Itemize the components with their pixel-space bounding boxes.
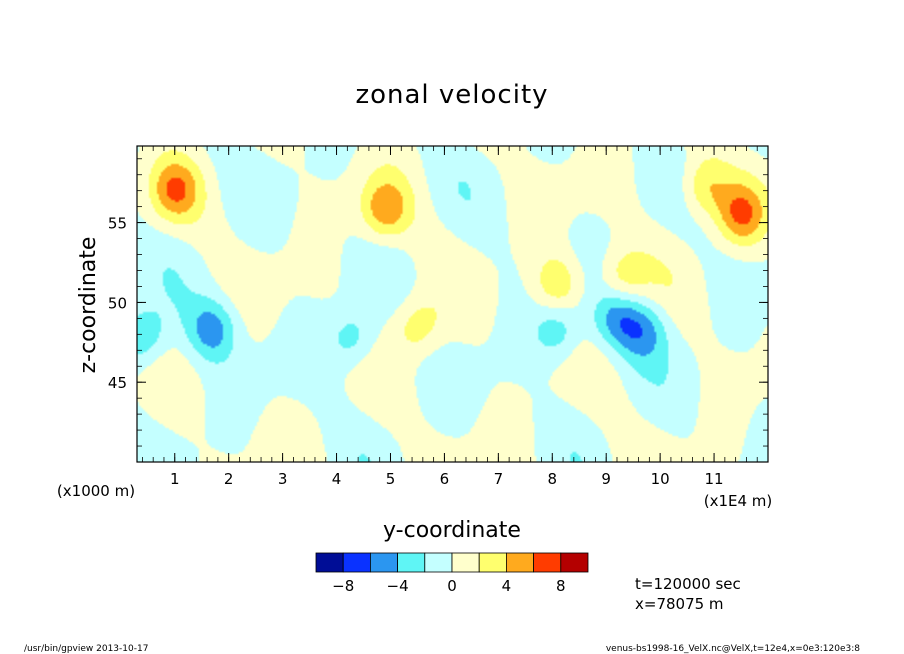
colorbar-swatch <box>424 552 453 573</box>
position-annotation: x=78075 m <box>635 595 724 613</box>
colorbar-tick-label: 8 <box>556 577 566 595</box>
colorbar-swatch <box>369 552 398 573</box>
colorbar <box>315 552 589 573</box>
y-tick-label: 55 <box>108 215 127 233</box>
axis-ticks <box>137 146 769 463</box>
y-tick-labels: 45 50 55 <box>108 215 127 393</box>
colorbar-tick-label: 4 <box>502 577 512 595</box>
colorbar-tick-labels: −8 −4 0 4 8 <box>332 577 565 595</box>
y-tick-label: 50 <box>108 294 127 312</box>
x-units-left: (x1000 m) <box>57 482 135 500</box>
footer-right: venus-bs1998-16_VelX.nc@VelX,t=12e4,x=0e… <box>606 644 860 654</box>
x-tick-label: 3 <box>278 470 288 488</box>
x-tick-labels: 1 2 3 4 5 6 7 8 9 10 11 <box>170 470 724 488</box>
time-annotation: t=120000 sec <box>635 575 741 593</box>
colorbar-tick-label: −8 <box>332 577 354 595</box>
x-tick-label: 6 <box>440 470 450 488</box>
colorbar-swatch <box>397 552 426 573</box>
x-axis-label: y-coordinate <box>383 518 521 543</box>
x-tick-label: 2 <box>224 470 234 488</box>
y-axis-label: z-coordinate <box>76 237 101 374</box>
velocity-contour-field <box>137 146 768 462</box>
colorbar-swatch <box>560 552 589 573</box>
colorbar-swatch <box>505 552 534 573</box>
x-tick-label: 4 <box>332 470 342 488</box>
colorbar-swatch <box>478 552 507 573</box>
x-tick-label: 9 <box>601 470 611 488</box>
x-units-right: (x1E4 m) <box>704 492 773 510</box>
footer-left: /usr/bin/gpview 2013-10-17 <box>24 644 148 654</box>
colorbar-swatch <box>533 552 562 573</box>
x-tick-label: 5 <box>386 470 396 488</box>
plot-frame <box>136 145 769 463</box>
colorbar-tick-label: 0 <box>447 577 457 595</box>
colorbar-swatch <box>315 552 344 573</box>
x-tick-label: 7 <box>494 470 504 488</box>
x-tick-label: 10 <box>651 470 670 488</box>
x-tick-label: 11 <box>705 470 724 488</box>
plot-area <box>136 145 769 463</box>
colorbar-swatch <box>342 552 371 573</box>
y-tick-label: 45 <box>108 374 127 392</box>
x-tick-label: 8 <box>548 470 558 488</box>
colorbar-swatch <box>451 552 480 573</box>
chart-title: zonal velocity <box>355 80 548 110</box>
x-tick-label: 1 <box>170 470 180 488</box>
colorbar-tick-label: −4 <box>387 577 409 595</box>
